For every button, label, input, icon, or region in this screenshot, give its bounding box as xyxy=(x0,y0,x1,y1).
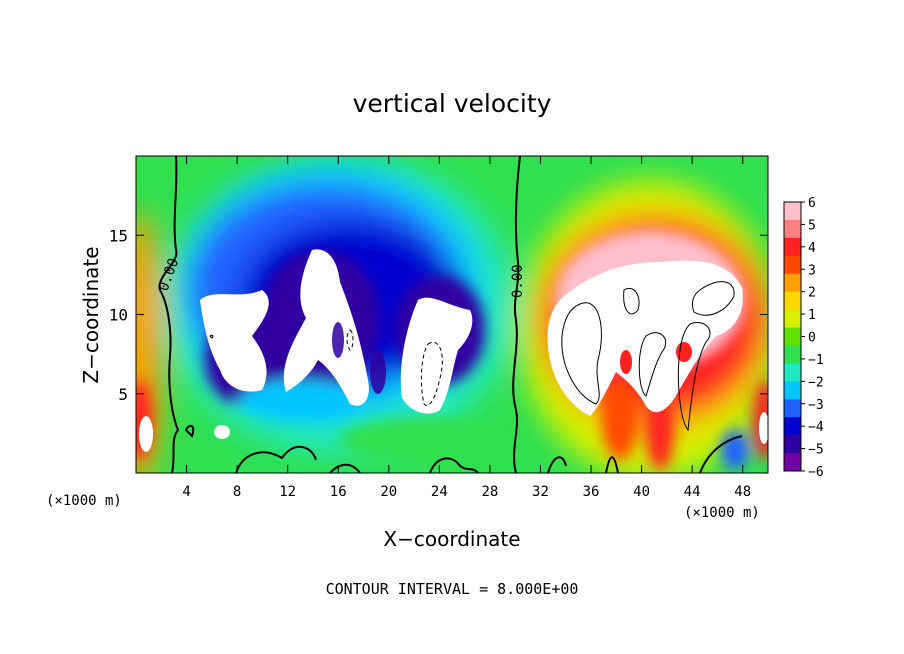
colorbar-swatch xyxy=(784,417,801,436)
colorbar-tick-label: −6 xyxy=(808,465,824,480)
colorbar-swatch xyxy=(784,453,801,472)
colorbar-swatch xyxy=(784,327,801,346)
colorbar-swatch xyxy=(784,219,801,239)
colorbar-swatch xyxy=(784,255,801,275)
velocity-field xyxy=(136,156,768,473)
zero-contour-bottom xyxy=(184,424,743,473)
plot-area: 0.00 0.00 xyxy=(136,156,768,473)
colorbar-tick-label: 1 xyxy=(808,308,816,323)
thin-contours xyxy=(209,281,735,432)
x-tick-label: 28 xyxy=(481,484,498,500)
colorbar-tick-label: 2 xyxy=(808,286,816,301)
colorbar-tick-label: −4 xyxy=(808,420,824,435)
x-tick-label: 36 xyxy=(583,484,600,500)
x-tick-label: 48 xyxy=(734,484,751,500)
x-axis-label: X−coordinate xyxy=(383,527,520,551)
zero-contours xyxy=(158,156,743,473)
zero-contour-middle xyxy=(512,156,521,473)
downdraft-core-center xyxy=(283,249,369,406)
x-tick-label: 32 xyxy=(532,484,549,500)
colorbar-swatch xyxy=(784,291,801,311)
colorbar: 6 5 4 3 2 1 0 −1 −2 −3 −4 −5 −6 xyxy=(783,196,824,480)
x-axis: 4 8 12 16 20 24 28 32 36 40 44 48 xyxy=(182,156,751,500)
updraft-core xyxy=(547,260,743,416)
x-tick-label: 8 xyxy=(233,484,241,500)
colorbar-tick-label: 4 xyxy=(808,241,816,256)
colorbar-tick-label: 0 xyxy=(808,331,816,346)
colorbar-swatch xyxy=(784,309,801,329)
colorbar-tick-label: −5 xyxy=(808,443,824,458)
colorbar-swatch xyxy=(784,363,801,382)
colorbar-tick-label: 5 xyxy=(808,218,816,233)
colorbar-swatch xyxy=(784,202,801,221)
colorbar-swatch xyxy=(784,345,801,364)
x-axis-unit: (×1000 m) xyxy=(684,505,760,521)
y-tick-label: 5 xyxy=(118,385,128,404)
colorbar-tick-label: 3 xyxy=(808,263,816,278)
y-axis-label: Z−coordinate xyxy=(79,246,103,383)
colorbar-swatch xyxy=(784,399,801,418)
y-tick-label: 10 xyxy=(109,306,128,325)
colorbar-swatch xyxy=(784,273,801,293)
dashed-contours xyxy=(346,329,443,406)
colorbar-tick-label: −3 xyxy=(808,398,824,413)
downdraft-core-left xyxy=(200,290,269,392)
colorbar-tick-label: −1 xyxy=(808,353,824,368)
colorbar-swatch xyxy=(784,435,801,454)
colorbar-tick-label: 6 xyxy=(808,196,816,211)
x-tick-label: 4 xyxy=(182,484,190,500)
y-axis-unit: (×1000 m) xyxy=(46,493,122,509)
contour-label-middle: 0.00 xyxy=(510,264,526,298)
x-tick-label: 20 xyxy=(380,484,397,500)
x-tick-label: 24 xyxy=(431,484,448,500)
x-tick-label: 12 xyxy=(279,484,296,500)
colorbar-swatch xyxy=(784,381,801,400)
downdraft-core-right xyxy=(400,297,473,414)
zero-contour-left xyxy=(158,156,180,473)
colorbar-tick-label: −2 xyxy=(808,375,824,390)
x-tick-label: 16 xyxy=(330,484,347,500)
x-tick-label: 44 xyxy=(684,484,701,500)
chart-title: vertical velocity xyxy=(353,89,552,118)
colorbar-swatch xyxy=(784,237,801,257)
y-axis: 5 10 15 xyxy=(109,226,768,404)
y-tick-label: 15 xyxy=(109,226,128,245)
contour-interval-note: CONTOUR INTERVAL = 8.000E+00 xyxy=(326,580,579,598)
x-tick-label: 40 xyxy=(633,484,650,500)
